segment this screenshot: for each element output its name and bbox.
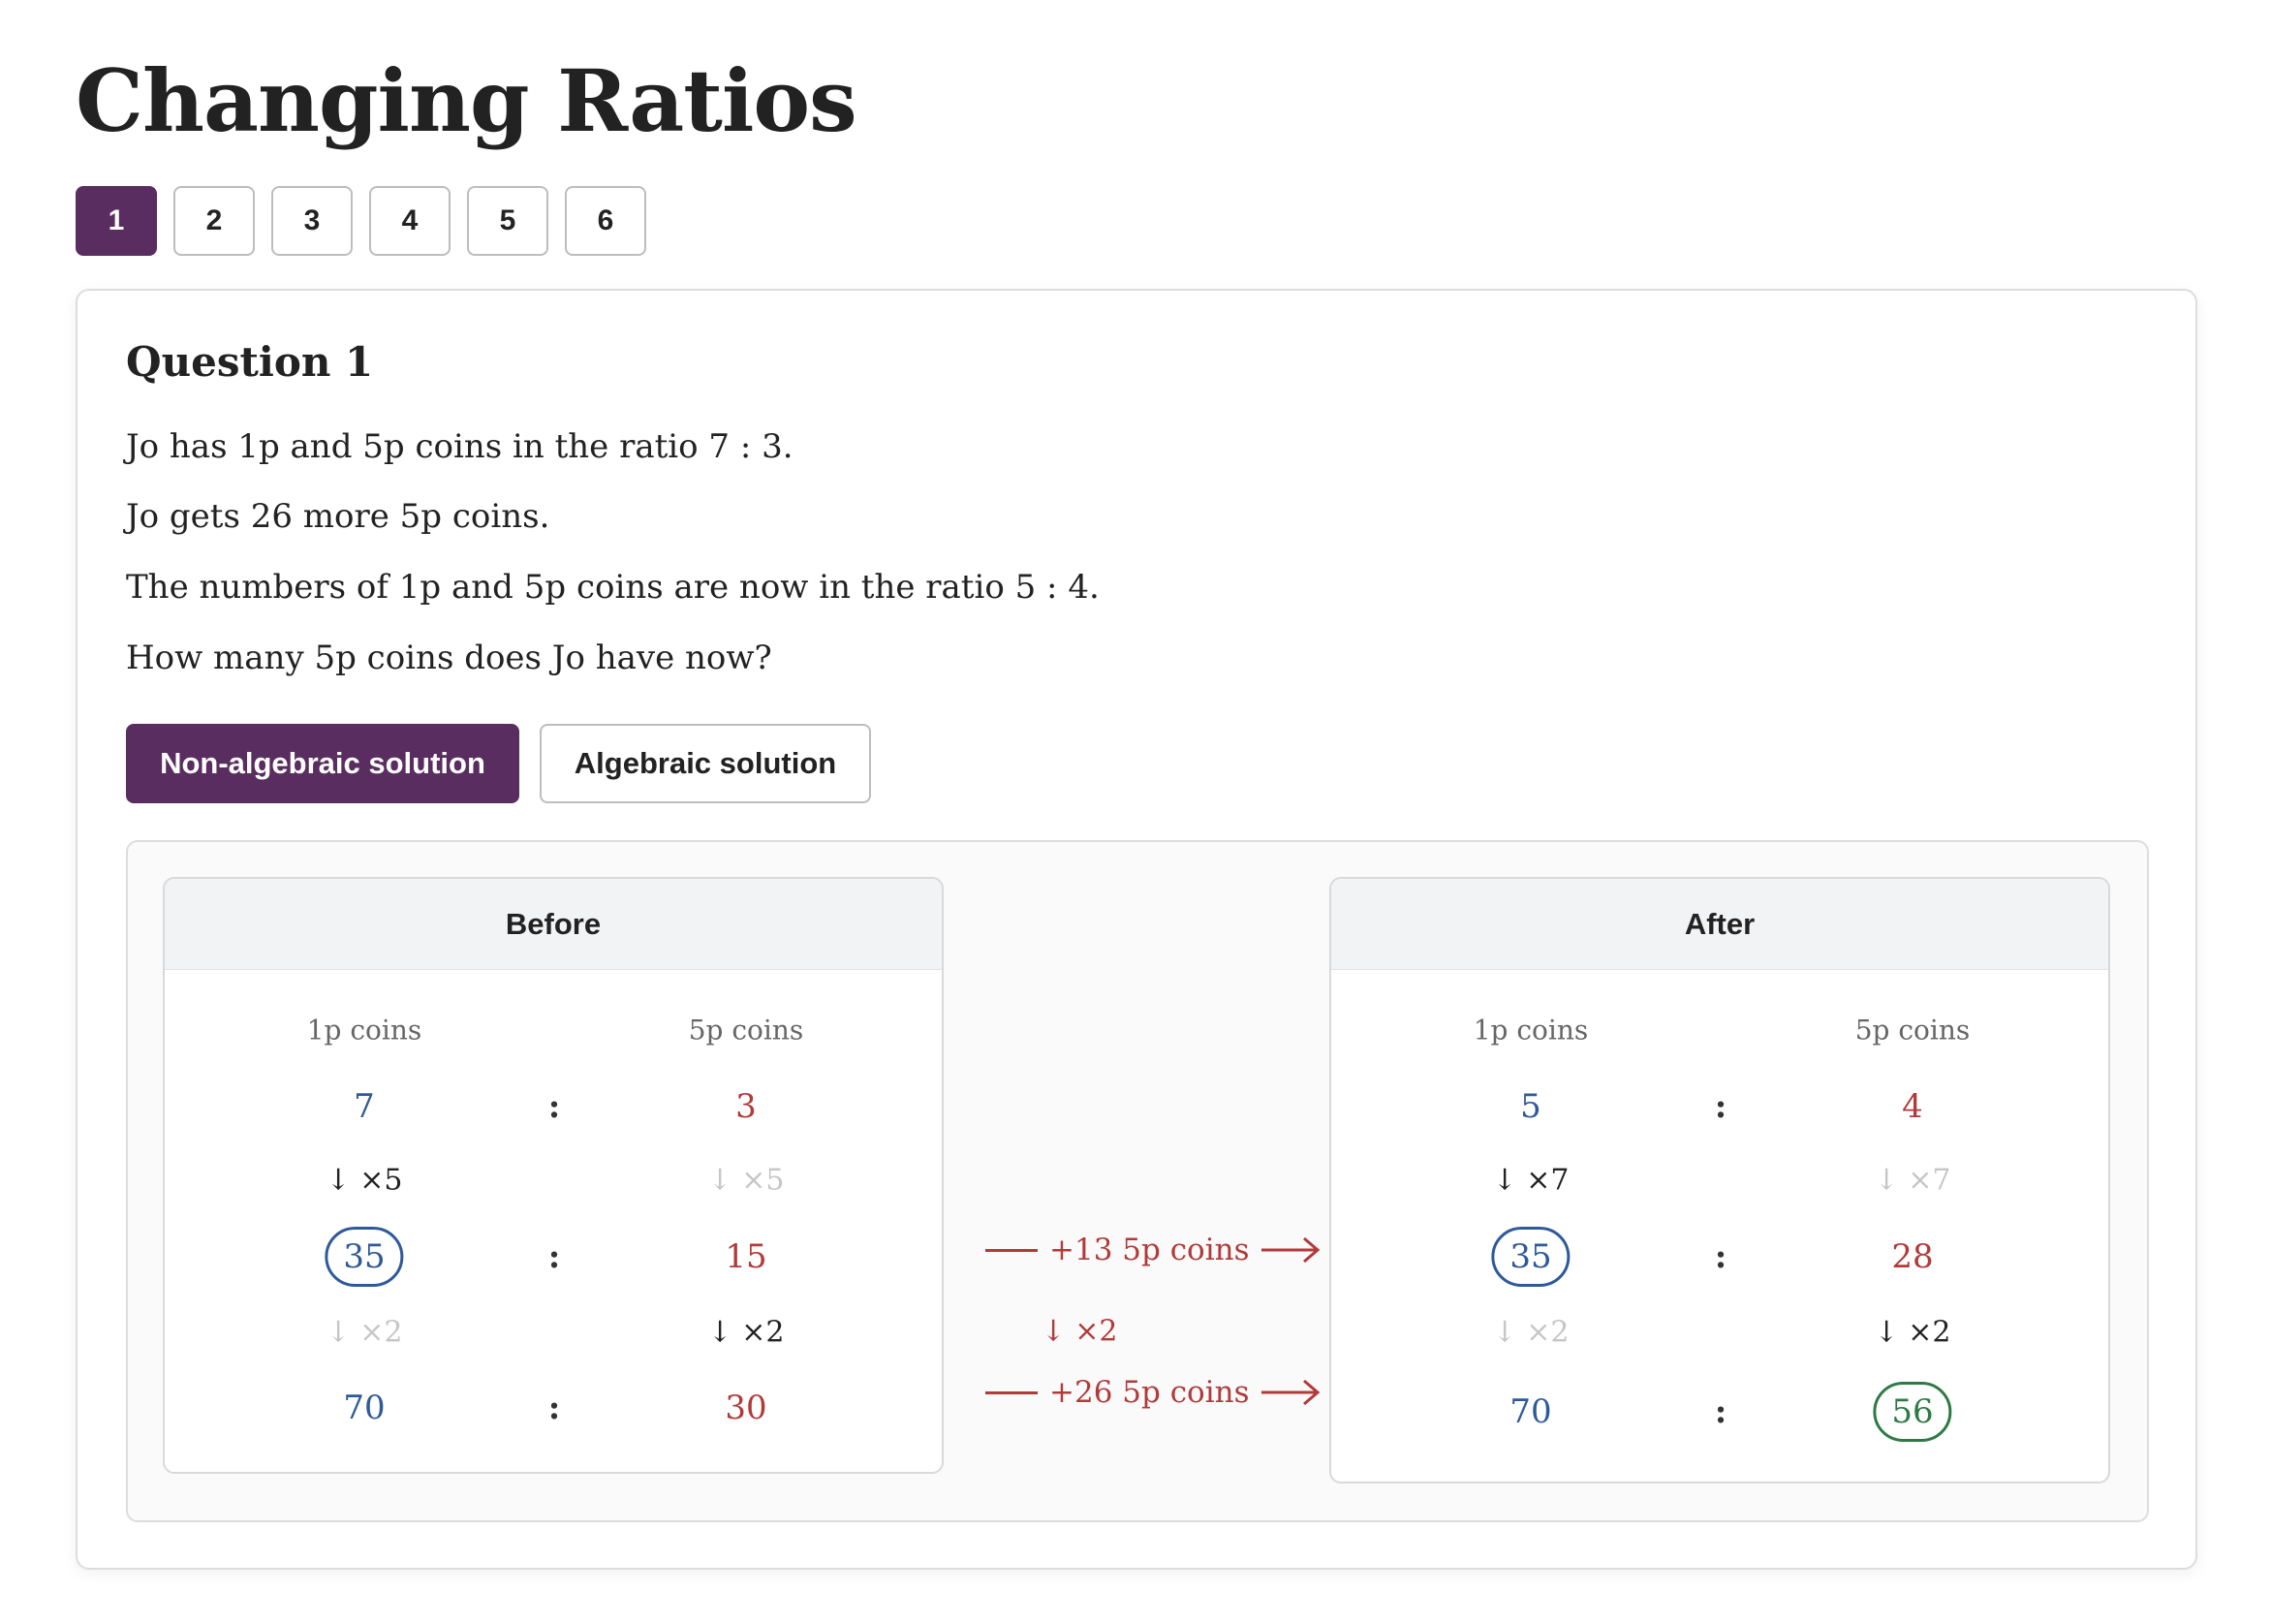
question-nav: 1 2 3 4 5 6 xyxy=(76,186,646,256)
down-arrow-icon: ↓ xyxy=(1041,1314,1066,1349)
before-r1-1p: 7 xyxy=(354,1087,375,1126)
after-ratio-box: After 1p coins 5p coins 5 : 4 ↓ ×7 ↓ ×7 … xyxy=(1329,877,2110,1483)
after-col-5p-label: 5p coins xyxy=(1854,1014,1971,1046)
after-r3-5p-answer-circled: 56 xyxy=(1873,1382,1952,1442)
question-card: Question 1 Jo has 1p and 5p coins in the… xyxy=(76,289,2197,1570)
question-text-line: How many 5p coins does Jo have now? xyxy=(126,639,772,677)
before-col-1p-label: 1p coins xyxy=(306,1014,422,1046)
after-r3-1p: 70 xyxy=(1509,1392,1552,1431)
before-m2-1p: ↓ ×2 xyxy=(327,1316,403,1350)
ratio-colon: : xyxy=(547,1237,561,1276)
right-arrow-icon xyxy=(1260,1236,1320,1264)
question-heading: Question 1 xyxy=(126,338,374,386)
middle-arrow-2: +26 5p coins xyxy=(985,1375,1322,1410)
question-text-line: Jo gets 26 more 5p coins. xyxy=(126,497,550,536)
question-text-line: The numbers of 1p and 5p coins are now i… xyxy=(126,568,1100,607)
after-m1-5p: ↓ ×7 xyxy=(1875,1164,1951,1198)
before-r3-5p: 30 xyxy=(725,1389,767,1427)
after-r2-1p-circled: 35 xyxy=(1491,1227,1571,1287)
multiplier: ×2 xyxy=(1526,1315,1570,1350)
arrow-line xyxy=(985,1248,1038,1252)
ratio-colon: : xyxy=(547,1087,561,1126)
ratio-colon: : xyxy=(547,1389,561,1427)
question-tab-5[interactable]: 5 xyxy=(467,186,548,256)
before-r2-1p-circled: 35 xyxy=(325,1227,404,1287)
before-m1-1p: ↓ ×5 xyxy=(327,1164,403,1198)
multiplier: ×7 xyxy=(1526,1163,1570,1198)
multiplier: ×5 xyxy=(741,1163,785,1198)
multiplier: ×5 xyxy=(359,1163,403,1198)
before-m1-5p: ↓ ×5 xyxy=(708,1164,785,1198)
after-col-1p-label: 1p coins xyxy=(1473,1014,1589,1046)
after-r2-5p: 28 xyxy=(1891,1237,1934,1276)
ratio-colon: : xyxy=(1714,1392,1727,1431)
multiplier: ×2 xyxy=(741,1315,785,1350)
page-title: Changing Ratios xyxy=(76,50,857,151)
before-r2-5p: 15 xyxy=(725,1237,767,1276)
down-arrow-icon: ↓ xyxy=(707,1315,732,1350)
multiplier: ×7 xyxy=(1908,1163,1951,1198)
ratio-colon: : xyxy=(1714,1087,1727,1126)
arrow-label: +26 5p coins xyxy=(1049,1375,1250,1410)
after-r1-1p: 5 xyxy=(1520,1087,1541,1126)
after-body: 1p coins 5p coins 5 : 4 ↓ ×7 ↓ ×7 35 : 2… xyxy=(1331,970,2108,1482)
ratio-colon: : xyxy=(1714,1237,1727,1276)
before-ratio-box: Before 1p coins 5p coins 7 : 3 ↓ ×5 ↓ ×5… xyxy=(163,877,944,1474)
down-arrow-icon: ↓ xyxy=(326,1163,351,1198)
down-arrow-icon: ↓ xyxy=(1492,1163,1517,1198)
non-algebraic-solution-button[interactable]: Non-algebraic solution xyxy=(126,724,519,803)
question-tab-2[interactable]: 2 xyxy=(173,186,255,256)
down-arrow-icon: ↓ xyxy=(1492,1315,1517,1350)
question-text-line: Jo has 1p and 5p coins in the ratio 7 : … xyxy=(126,427,793,466)
question-tab-4[interactable]: 4 xyxy=(369,186,451,256)
right-arrow-icon xyxy=(1260,1379,1320,1406)
algebraic-solution-button[interactable]: Algebraic solution xyxy=(540,724,871,803)
after-m2-1p: ↓ ×2 xyxy=(1493,1316,1570,1350)
after-m2-5p: ↓ ×2 xyxy=(1875,1316,1951,1350)
solution-toggle: Non-algebraic solution Algebraic solutio… xyxy=(126,724,871,803)
after-m1-1p: ↓ ×7 xyxy=(1493,1164,1570,1198)
question-tab-3[interactable]: 3 xyxy=(271,186,353,256)
before-body: 1p coins 5p coins 7 : 3 ↓ ×5 ↓ ×5 35 : 1… xyxy=(165,970,942,1472)
before-r3-1p: 70 xyxy=(343,1389,386,1427)
middle-multiplier: ↓ ×2 xyxy=(1042,1315,1118,1349)
after-r1-5p: 4 xyxy=(1902,1087,1923,1126)
before-header: Before xyxy=(165,879,942,970)
question-tab-6[interactable]: 6 xyxy=(565,186,646,256)
before-col-5p-label: 5p coins xyxy=(688,1014,804,1046)
down-arrow-icon: ↓ xyxy=(1874,1315,1899,1350)
solution-panel: Before 1p coins 5p coins 7 : 3 ↓ ×5 ↓ ×5… xyxy=(126,840,2149,1522)
down-arrow-icon: ↓ xyxy=(707,1163,732,1198)
before-m2-5p: ↓ ×2 xyxy=(708,1316,785,1350)
down-arrow-icon: ↓ xyxy=(1874,1163,1899,1198)
after-header: After xyxy=(1331,879,2108,970)
before-r1-5p: 3 xyxy=(735,1087,757,1126)
multiplier: ×2 xyxy=(359,1315,403,1350)
arrow-line xyxy=(985,1390,1038,1394)
arrow-label: +13 5p coins xyxy=(1049,1233,1250,1267)
middle-arrow-1: +13 5p coins xyxy=(985,1233,1322,1267)
question-tab-1[interactable]: 1 xyxy=(76,186,157,256)
down-arrow-icon: ↓ xyxy=(326,1315,351,1350)
multiplier: ×2 xyxy=(1908,1315,1951,1350)
multiplier: ×2 xyxy=(1074,1314,1118,1349)
